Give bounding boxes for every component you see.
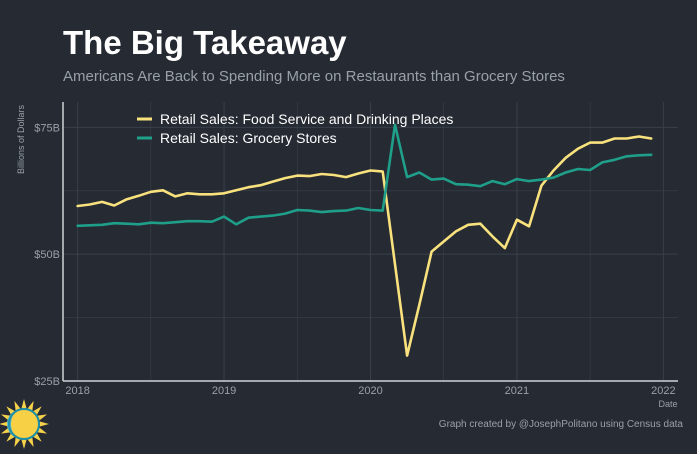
sun-logo-icon	[0, 399, 49, 449]
x-tick-label: 2019	[212, 385, 236, 397]
y-tick-label: $50B	[34, 249, 60, 261]
food-service-line	[76, 135, 653, 357]
x-tick-label: 2018	[65, 385, 89, 397]
source-caption: Graph created by @JosephPolitano using C…	[438, 419, 683, 430]
y-tick-label: $25B	[34, 376, 60, 388]
x-tick-label: 2020	[358, 385, 382, 397]
legend: Retail Sales: Food Service and Drinking …	[137, 111, 453, 146]
x-tick-label: 2021	[505, 385, 529, 397]
series-lines	[76, 123, 653, 357]
y-tick-labels: $25B $50B $75B	[34, 122, 60, 388]
legend-label: Retail Sales: Grocery Stores	[160, 130, 337, 146]
chart-subtitle: Americans Are Back to Spending More on R…	[63, 68, 565, 85]
grocery-line	[76, 123, 653, 228]
y-tick-label: $75B	[34, 122, 60, 134]
x-tick-label: 2022	[651, 385, 675, 397]
x-tick-labels: 2018 2019 2020 2021 2022	[65, 385, 675, 397]
chart-title: The Big Takeaway	[63, 24, 347, 61]
axes	[62, 102, 678, 382]
y-axis-label: Billions of Dollars	[16, 104, 26, 174]
legend-label: Retail Sales: Food Service and Drinking …	[160, 111, 453, 127]
x-axis-label: Date	[658, 399, 677, 409]
